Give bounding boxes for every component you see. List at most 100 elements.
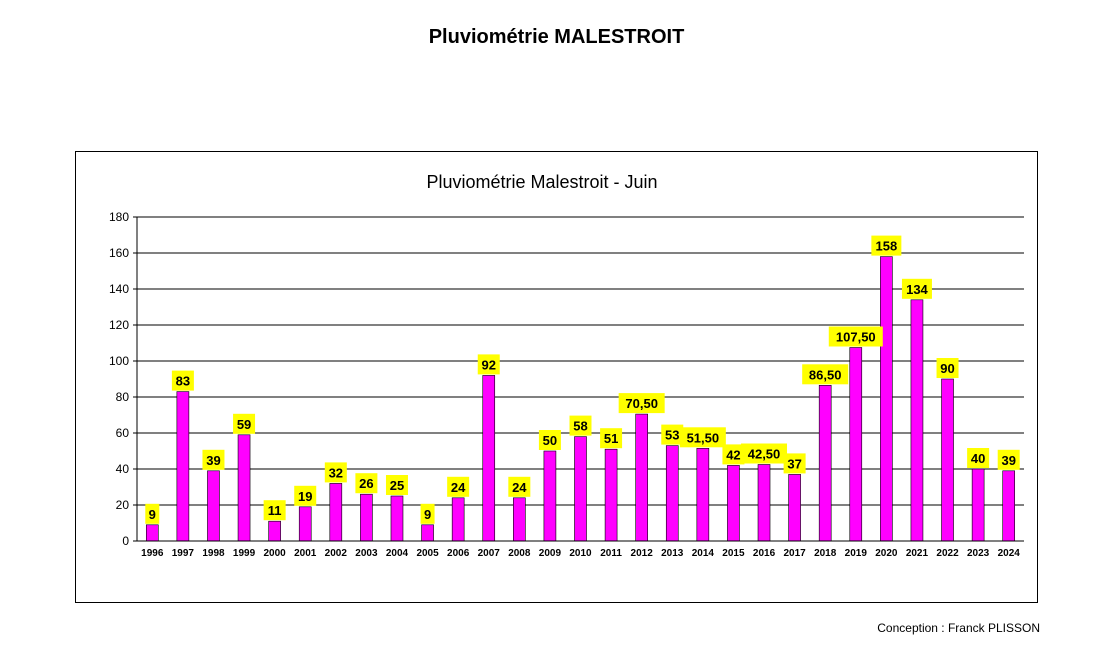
data-label: 107,50 bbox=[836, 330, 876, 345]
bars bbox=[145, 256, 1016, 542]
x-tick-label: 1998 bbox=[202, 548, 225, 559]
data-label: 25 bbox=[390, 478, 404, 493]
bar-2016 bbox=[757, 464, 771, 542]
data-label: 53 bbox=[665, 428, 679, 443]
x-tick-label: 2003 bbox=[355, 548, 378, 559]
bar-2004 bbox=[390, 495, 404, 542]
data-label-background bbox=[828, 326, 883, 347]
bar-2007 bbox=[482, 375, 496, 542]
x-tick-label: 2023 bbox=[967, 548, 990, 559]
bar-2024 bbox=[1002, 470, 1016, 542]
bar-2006 bbox=[451, 497, 465, 542]
x-tick-label: 2024 bbox=[998, 548, 1021, 559]
x-tick-label: 2001 bbox=[294, 548, 317, 559]
page-title: Pluviométrie MALESTROIT bbox=[428, 26, 685, 48]
x-tick-label: 2007 bbox=[478, 548, 501, 559]
data-label-background bbox=[600, 428, 623, 449]
data-label-background bbox=[263, 500, 286, 521]
data-label: 42,50 bbox=[748, 447, 781, 462]
bar-2008 bbox=[513, 497, 526, 542]
bar-1999 bbox=[237, 434, 251, 542]
x-tick-label: 1999 bbox=[233, 548, 256, 559]
data-label: 39 bbox=[206, 453, 220, 468]
x-tick-label: 2015 bbox=[722, 548, 745, 559]
data-label: 40 bbox=[971, 451, 985, 466]
y-axis-ticks: 0 20 40 60 80 100 120 140 160 180 bbox=[109, 210, 137, 548]
data-label-background bbox=[936, 358, 959, 378]
y-tick-label: 80 bbox=[116, 390, 130, 404]
x-tick-label: 2017 bbox=[783, 548, 806, 559]
bar-2002 bbox=[329, 483, 343, 542]
x-tick-label: 2004 bbox=[386, 548, 409, 559]
bar-2022 bbox=[941, 378, 954, 542]
x-tick-label: 2008 bbox=[508, 548, 531, 559]
data-label-background bbox=[741, 443, 788, 464]
y-tick-label: 180 bbox=[109, 210, 129, 224]
x-tick-label: 2005 bbox=[416, 548, 439, 559]
bar-2013 bbox=[665, 445, 679, 542]
data-label-background bbox=[145, 503, 160, 524]
data-label: 19 bbox=[298, 489, 312, 504]
x-tick-label: 2014 bbox=[692, 548, 715, 559]
data-label-background bbox=[202, 449, 225, 470]
x-tick-label: 2011 bbox=[600, 548, 622, 559]
y-tick-label: 160 bbox=[109, 246, 129, 260]
x-tick-label: 2021 bbox=[906, 548, 929, 559]
bar-2014 bbox=[696, 447, 710, 542]
bar-2017 bbox=[788, 474, 801, 542]
bar-2011 bbox=[604, 448, 618, 542]
bar-2001 bbox=[298, 506, 312, 542]
data-label: 26 bbox=[359, 476, 373, 491]
x-tick-label: 2018 bbox=[814, 548, 837, 559]
data-label: 51 bbox=[604, 431, 618, 446]
y-tick-label: 140 bbox=[109, 282, 129, 296]
x-tick-label: 2016 bbox=[753, 548, 776, 559]
bar-2019 bbox=[849, 347, 863, 542]
data-label: 24 bbox=[451, 480, 466, 495]
data-label-background bbox=[967, 448, 990, 468]
data-label: 59 bbox=[237, 417, 251, 432]
x-tick-label: 2012 bbox=[631, 548, 654, 559]
chart-frame: Pluviométrie Malestroit - Juin 0 20 40 60 80… bbox=[75, 151, 1038, 603]
credit-text: Conception : Franck PLISSON bbox=[877, 621, 1040, 635]
data-label: 158 bbox=[876, 239, 898, 254]
data-label-background bbox=[538, 430, 561, 450]
data-label-background bbox=[233, 413, 256, 434]
y-tick-label: 40 bbox=[116, 462, 130, 476]
x-tick-label: 2013 bbox=[661, 548, 684, 559]
data-label-background bbox=[901, 278, 932, 299]
bar-2015 bbox=[727, 465, 740, 542]
bar-1996 bbox=[145, 524, 159, 542]
x-tick-label: 2000 bbox=[264, 548, 287, 559]
y-tick-label: 20 bbox=[116, 498, 130, 512]
data-label-background bbox=[420, 503, 435, 524]
data-label: 39 bbox=[1001, 453, 1015, 468]
gridlines bbox=[137, 216, 1024, 506]
x-tick-label: 1997 bbox=[172, 548, 195, 559]
bar-2000 bbox=[268, 520, 281, 542]
data-label: 9 bbox=[424, 507, 431, 522]
y-tick-label: 60 bbox=[116, 426, 130, 440]
data-label: 90 bbox=[940, 361, 954, 376]
data-label-background bbox=[783, 453, 806, 474]
data-label: 86,50 bbox=[809, 367, 842, 382]
data-label-background bbox=[997, 449, 1020, 470]
data-label-background bbox=[802, 364, 849, 385]
bar-2020 bbox=[880, 256, 893, 542]
data-label: 9 bbox=[149, 507, 156, 522]
data-label-background bbox=[447, 476, 470, 497]
data-label-background bbox=[477, 354, 500, 375]
x-tick-label: 2022 bbox=[936, 548, 959, 559]
data-label: 50 bbox=[543, 433, 557, 448]
bar-2018 bbox=[818, 385, 832, 542]
bar-2010 bbox=[574, 436, 587, 542]
data-label: 58 bbox=[573, 419, 587, 434]
x-tick-label: 2019 bbox=[845, 548, 868, 559]
data-label-background bbox=[679, 427, 726, 448]
data-label-background bbox=[618, 393, 665, 414]
data-label: 92 bbox=[482, 357, 496, 372]
x-tick-label: 2020 bbox=[875, 548, 898, 559]
data-label: 37 bbox=[787, 456, 801, 471]
data-label-background bbox=[569, 415, 592, 436]
data-label: 24 bbox=[512, 480, 527, 495]
